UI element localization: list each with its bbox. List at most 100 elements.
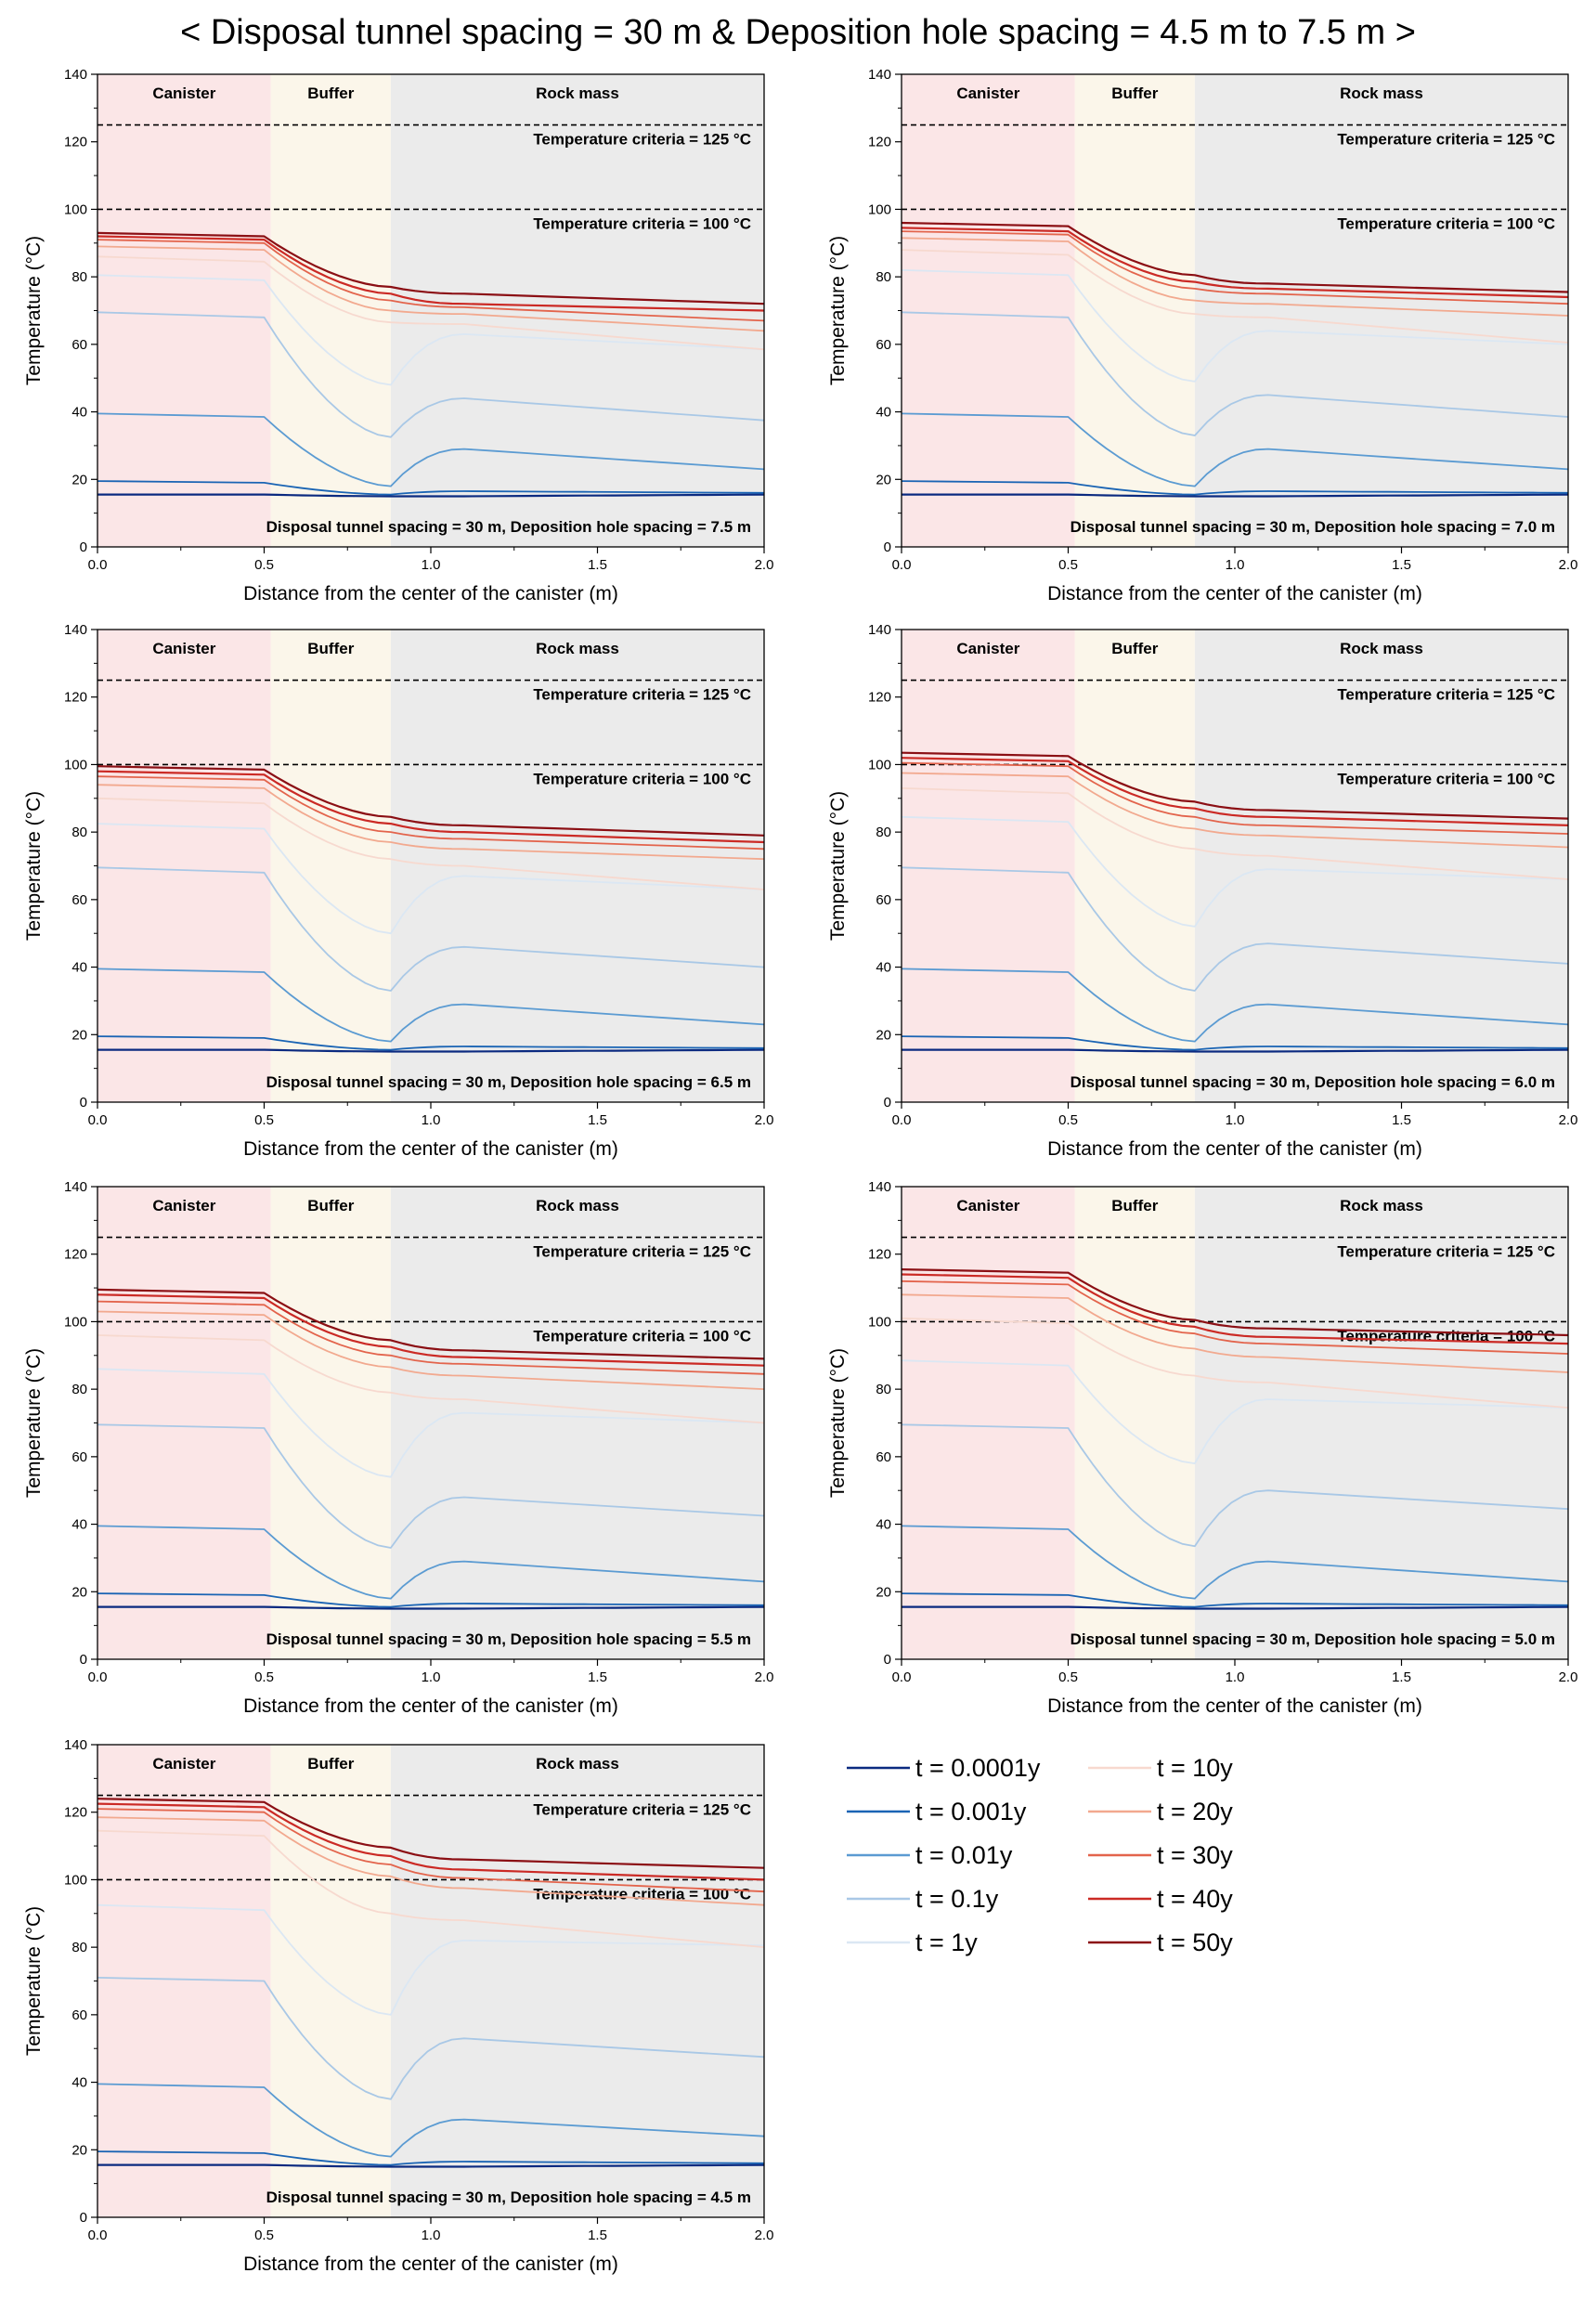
y-tick-label: 140 <box>868 67 891 83</box>
series-line <box>901 227 1569 299</box>
series-line <box>97 1816 765 1906</box>
y-tick-label: 40 <box>876 405 891 421</box>
criteria-label-125: Temperature criteria = 125 °C <box>533 1243 751 1261</box>
legend-label: t = 0.1y <box>915 1885 999 1913</box>
criteria-label-100: Temperature criteria = 100 °C <box>533 1885 751 1903</box>
x-axis-title: Distance from the center of the canister… <box>1047 583 1422 604</box>
x-tick-label: 2.0 <box>755 1112 774 1128</box>
y-tick-label: 140 <box>64 67 87 83</box>
canister-zone <box>97 74 271 547</box>
x-tick-label: 1.0 <box>1226 1669 1245 1685</box>
x-tick-label: 1.5 <box>1392 1112 1411 1128</box>
x-tick-label: 2.0 <box>1559 557 1578 573</box>
x-axis-title: Distance from the center of the canister… <box>243 1695 618 1717</box>
y-tick-label: 20 <box>71 1584 87 1600</box>
x-tick-label: 1.5 <box>1392 1669 1411 1685</box>
series-line <box>901 1592 1569 1608</box>
series-line <box>901 757 1569 826</box>
y-axis-title: Temperature (°C) <box>23 791 45 941</box>
y-tick-label: 40 <box>71 960 87 976</box>
x-tick-label: 2.0 <box>1559 1112 1578 1128</box>
panel-caption: Disposal tunnel spacing = 30 m, Depositi… <box>266 2189 751 2206</box>
canister-zone <box>902 630 1075 1102</box>
y-tick-label: 60 <box>71 2007 87 2023</box>
y-tick-label: 140 <box>64 622 87 638</box>
y-tick-label: 140 <box>64 1179 87 1195</box>
series-line <box>97 412 765 487</box>
y-tick-label: 100 <box>64 1872 87 1888</box>
y-tick-label: 120 <box>64 1805 87 1821</box>
chart-panel: Canister Buffer Rock mass Temperature crite… <box>23 67 773 604</box>
legend-label: t = 20y <box>1157 1798 1233 1825</box>
series-line <box>901 761 1569 835</box>
y-tick-label: 80 <box>876 1382 891 1397</box>
y-axis-title: Temperature (°C) <box>827 236 849 385</box>
series-line <box>97 1605 765 1610</box>
series-line <box>901 221 1569 293</box>
series-line <box>97 1035 765 1051</box>
series-line <box>901 269 1569 383</box>
y-axis-title: Temperature (°C) <box>23 236 45 385</box>
buffer-zone-label: Buffer <box>307 640 354 657</box>
y-tick-label: 0 <box>80 539 87 555</box>
x-tick-label: 1.0 <box>422 1112 441 1128</box>
canister-zone-label: Canister <box>152 640 215 657</box>
series-line <box>97 1423 765 1549</box>
y-tick-label: 0 <box>80 1652 87 1668</box>
buffer-zone <box>270 630 391 1102</box>
series-line <box>97 1048 765 1053</box>
y-tick-label: 120 <box>868 135 891 150</box>
series-line <box>97 1310 765 1390</box>
y-tick-label: 100 <box>868 757 891 773</box>
panel-caption: Disposal tunnel spacing = 30 m, Depositi… <box>1070 518 1555 536</box>
x-axis-title: Distance from the center of the canister… <box>243 583 618 604</box>
series-line <box>97 255 765 351</box>
series-line <box>97 823 765 935</box>
y-tick-label: 100 <box>868 1314 891 1330</box>
criteria-label-100: Temperature criteria = 100 °C <box>533 214 751 232</box>
buffer-zone-label: Buffer <box>307 1197 354 1214</box>
rock-mass-zone-label: Rock mass <box>536 1197 619 1214</box>
canister-zone-label: Canister <box>152 84 215 102</box>
y-tick-label: 120 <box>868 690 891 706</box>
y-tick-label: 20 <box>876 472 891 487</box>
x-tick-label: 0.0 <box>88 2228 108 2243</box>
panel-caption: Disposal tunnel spacing = 30 m, Depositi… <box>266 1073 751 1091</box>
criteria-label-125: Temperature criteria = 125 °C <box>1337 1243 1555 1261</box>
x-tick-label: 0.0 <box>892 1669 912 1685</box>
series-line <box>901 237 1569 317</box>
y-tick-label: 0 <box>80 1095 87 1111</box>
legend-label: t = 0.01y <box>915 1841 1013 1869</box>
rock-mass-zone-label: Rock mass <box>1340 640 1423 657</box>
series-line <box>901 1423 1569 1548</box>
x-axis-title: Distance from the center of the canister… <box>1047 1695 1422 1717</box>
series-line <box>901 1317 1569 1409</box>
y-tick-label: 80 <box>71 1940 87 1955</box>
legend: t = 0.0001y t = 0.001y t = 0.01y t = 0.1y t … <box>847 1754 1233 1956</box>
series-line <box>901 249 1569 344</box>
y-tick-label: 100 <box>64 1314 87 1330</box>
criteria-label-100: Temperature criteria = 100 °C <box>1337 770 1555 787</box>
criteria-label-125: Temperature criteria = 125 °C <box>1337 686 1555 704</box>
canister-zone <box>97 1187 271 1659</box>
y-tick-label: 80 <box>71 269 87 285</box>
rock-mass-zone <box>1194 1187 1568 1659</box>
x-tick-label: 1.0 <box>422 1669 441 1685</box>
y-tick-label: 40 <box>876 960 891 976</box>
x-tick-label: 0.0 <box>88 557 108 573</box>
y-tick-label: 140 <box>868 622 891 638</box>
x-tick-label: 0.5 <box>254 557 274 573</box>
legend-label: t = 1y <box>915 1929 978 1956</box>
series-line <box>97 1334 765 1424</box>
chart-panel: Canister Buffer Rock mass Temperature crite… <box>827 1179 1577 1717</box>
series-line <box>97 1293 765 1367</box>
series-line <box>901 815 1569 928</box>
y-tick-label: 0 <box>884 1095 891 1111</box>
y-tick-label: 40 <box>876 1517 891 1533</box>
canister-zone-label: Canister <box>956 640 1019 657</box>
criteria-label-100: Temperature criteria = 100 °C <box>533 1327 751 1344</box>
criteria-label-100: Temperature criteria = 100 °C <box>533 770 751 787</box>
series-line <box>97 1592 765 1608</box>
rock-mass-zone <box>390 74 764 547</box>
